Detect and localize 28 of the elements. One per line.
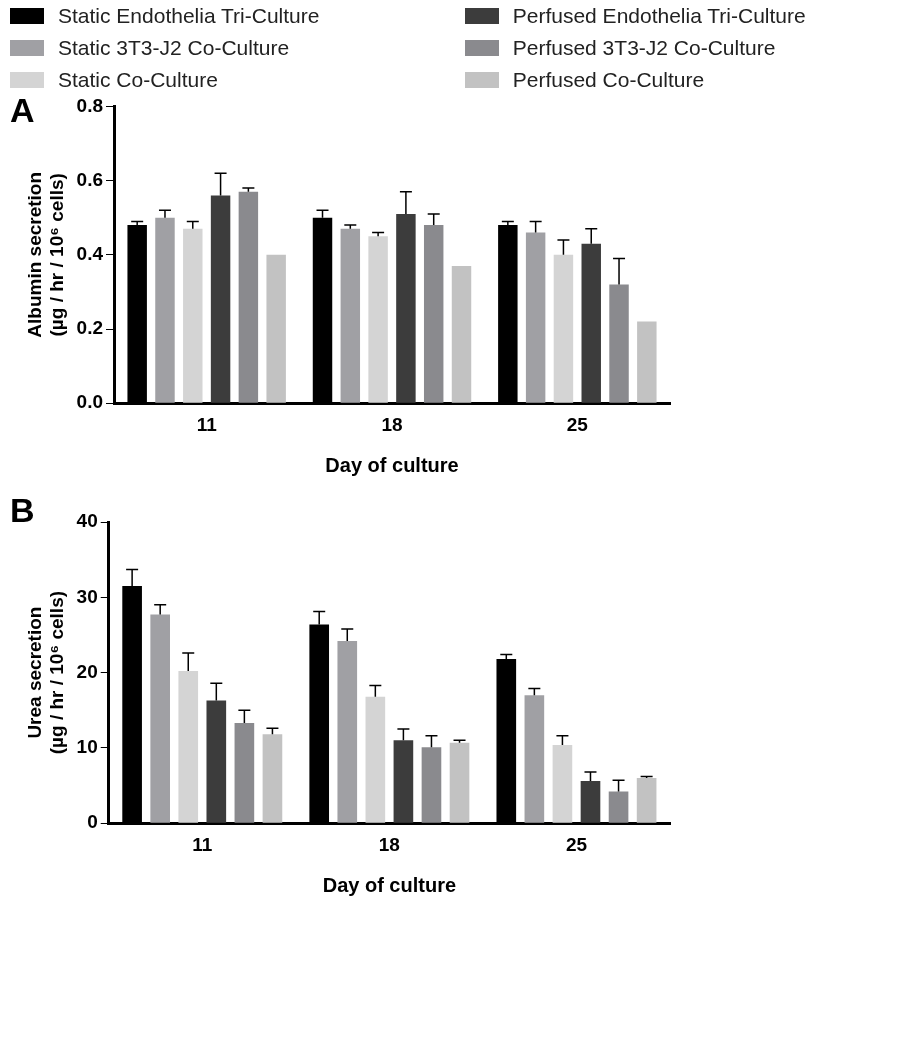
x-tick-label: 25 <box>565 833 588 855</box>
y-tick-label: 0.2 <box>76 317 104 339</box>
x-tick-label: 11 <box>196 413 218 435</box>
x-tick-label: 11 <box>192 833 213 855</box>
legend-label: Perfused 3T3-J2 Co-Culture <box>512 36 776 60</box>
y-axis-title: Albumin secretion (µg / hr / 10⁶ cells) <box>23 171 68 338</box>
x-axis-title: Day of culture <box>322 873 457 896</box>
y-tick-label: 0.8 <box>76 94 104 116</box>
y-tick-label: 10 <box>76 736 98 758</box>
y-tick-label: 20 <box>76 660 98 682</box>
text: B <box>10 491 35 530</box>
y-tick-label: 0.0 <box>76 391 104 413</box>
legend-label: Perfused Endothelia Tri-Culture <box>512 4 806 28</box>
x-tick-label: 25 <box>566 413 589 435</box>
y-tick-label: 40 <box>76 510 98 532</box>
y-tick-label: 0.4 <box>76 243 104 265</box>
y-tick-label: 0 <box>87 811 98 833</box>
legend-label: Static 3T3-J2 Co-Culture <box>58 36 290 60</box>
x-tick-label: 18 <box>381 413 403 435</box>
y-tick-label: 0.6 <box>76 168 104 190</box>
x-tick-label: 18 <box>378 833 400 855</box>
y-axis-title: Urea secretion (µg / hr / 10⁶ cells) <box>23 590 68 755</box>
x-axis-title: Day of culture <box>325 453 459 476</box>
text: A <box>10 91 35 130</box>
legend-label: Perfused Co-Culture <box>512 68 705 92</box>
legend-label: Static Co-Culture <box>58 68 218 92</box>
y-tick-label: 30 <box>76 585 98 607</box>
legend-label: Static Endothelia Tri-Culture <box>58 4 320 28</box>
